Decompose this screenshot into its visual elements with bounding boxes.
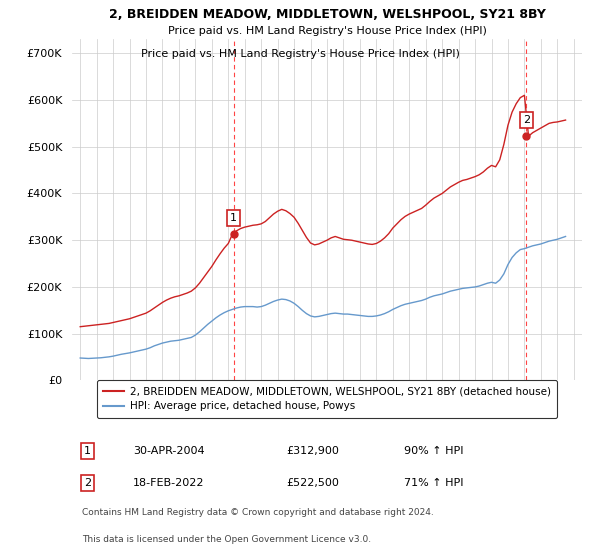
Text: 30-APR-2004: 30-APR-2004 bbox=[133, 446, 205, 456]
Text: 18-FEB-2022: 18-FEB-2022 bbox=[133, 478, 205, 488]
Text: Price paid vs. HM Land Registry's House Price Index (HPI): Price paid vs. HM Land Registry's House … bbox=[167, 26, 487, 36]
Text: 71% ↑ HPI: 71% ↑ HPI bbox=[404, 478, 463, 488]
Text: 1: 1 bbox=[230, 213, 237, 223]
Text: 2: 2 bbox=[84, 478, 91, 488]
Text: This data is licensed under the Open Government Licence v3.0.: This data is licensed under the Open Gov… bbox=[82, 535, 371, 544]
Text: £522,500: £522,500 bbox=[286, 478, 339, 488]
Text: 90% ↑ HPI: 90% ↑ HPI bbox=[404, 446, 463, 456]
Text: £312,900: £312,900 bbox=[286, 446, 339, 456]
Legend: 2, BREIDDEN MEADOW, MIDDLETOWN, WELSHPOOL, SY21 8BY (detached house), HPI: Avera: 2, BREIDDEN MEADOW, MIDDLETOWN, WELSHPOO… bbox=[97, 380, 557, 418]
Text: 1: 1 bbox=[84, 446, 91, 456]
Text: Price paid vs. HM Land Registry's House Price Index (HPI): Price paid vs. HM Land Registry's House … bbox=[140, 49, 460, 59]
Text: 2: 2 bbox=[523, 115, 530, 125]
Title: 2, BREIDDEN MEADOW, MIDDLETOWN, WELSHPOOL, SY21 8BY: 2, BREIDDEN MEADOW, MIDDLETOWN, WELSHPOO… bbox=[109, 8, 545, 21]
Text: Contains HM Land Registry data © Crown copyright and database right 2024.: Contains HM Land Registry data © Crown c… bbox=[82, 508, 434, 517]
